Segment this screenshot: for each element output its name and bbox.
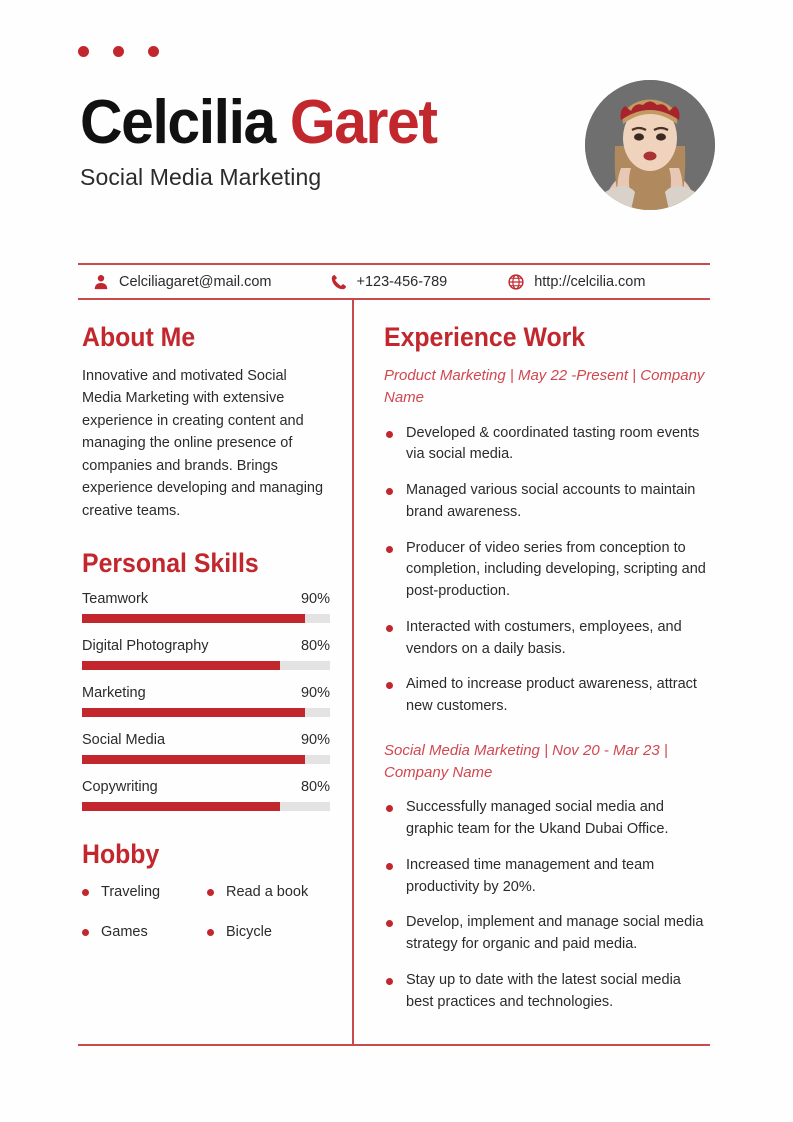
job-role: Social Media Marketing — [80, 164, 322, 190]
globe-icon — [508, 274, 524, 290]
contact-email-text: Celciliagaret@mail.com — [119, 274, 272, 290]
name-block: Celcilia Garet Social Media Marketing — [80, 92, 455, 191]
experience-job: Social Media Marketing | Nov 20 - Mar 23… — [384, 740, 712, 1014]
avatar — [585, 80, 715, 210]
skill-label: Marketing — [82, 685, 146, 702]
skill-bar-track — [82, 614, 330, 624]
job-heading: Product Marketing | May 22 -Present | Co… — [384, 367, 705, 406]
skill-bar-track — [82, 802, 330, 812]
skill-bar-fill — [82, 708, 306, 718]
job-bullet: Increased time management and team produ… — [384, 855, 712, 899]
skill-item: Social Media 90% — [82, 732, 330, 765]
experience-job: Product Marketing | May 22 -Present | Co… — [384, 365, 712, 718]
skill-percent: 90% — [300, 732, 330, 749]
bullet-dot-icon — [207, 888, 214, 896]
portrait-photo-icon — [585, 80, 715, 210]
decor-dot — [78, 46, 89, 57]
bullet-dot-icon — [207, 928, 214, 936]
skill-bar-fill — [82, 755, 306, 765]
about-text: Innovative and motivated Social Media Ma… — [82, 368, 324, 519]
job-bullet: Successfully managed social media and gr… — [384, 797, 712, 841]
about-section-title: About Me — [82, 322, 196, 352]
skill-bar-fill — [82, 802, 281, 812]
skill-percent: 90% — [300, 591, 330, 608]
decor-dot — [148, 46, 159, 57]
skill-label: Digital Photography — [82, 638, 209, 655]
job-bullet: Developed & coordinated tasting room eve… — [384, 423, 712, 467]
experience-section-title: Experience Work — [384, 322, 586, 352]
job-bullet: Develop, implement and manage social med… — [384, 912, 712, 956]
right-column: Experience Work Product Marketing | May … — [384, 322, 712, 1027]
skills-section-title: Personal Skills — [82, 548, 259, 579]
decor-dots — [78, 46, 159, 57]
contact-website[interactable]: http://celcilia.com — [507, 273, 645, 291]
divider-footer — [78, 1044, 710, 1046]
last-name: Garet — [289, 88, 438, 157]
divider-vertical — [352, 300, 354, 1045]
hobby-list: Traveling Read a book Games Bicycle — [82, 884, 330, 940]
skill-bar-fill — [82, 661, 281, 671]
skill-bar-track — [82, 755, 330, 765]
skills-section: Personal Skills Teamwork 90% Digital Pho… — [82, 548, 330, 812]
skill-bar-track — [82, 708, 330, 718]
contact-email[interactable]: Celciliagaret@mail.com — [92, 273, 272, 291]
skill-item: Digital Photography 80% — [82, 638, 330, 671]
job-bullet-list: Developed & coordinated tasting room eve… — [384, 423, 712, 718]
contact-phone[interactable]: +123-456-789 — [330, 273, 448, 291]
contact-bar: Celciliagaret@mail.com +123-456-789 http… — [78, 266, 710, 298]
hobby-section-title: Hobby — [82, 839, 160, 870]
bullet-dot-icon — [82, 928, 89, 936]
skill-label: Copywriting — [82, 779, 158, 796]
hobby-item: Read a book — [207, 884, 332, 900]
job-bullet: Managed various social accounts to maint… — [384, 480, 712, 524]
skill-item: Copywriting 80% — [82, 779, 330, 812]
job-heading: Social Media Marketing | Nov 20 - Mar 23… — [384, 741, 668, 781]
skill-percent: 90% — [300, 685, 330, 702]
hobby-section: Hobby Traveling Read a book Games Bicycl… — [82, 839, 330, 940]
decor-dot — [113, 46, 124, 57]
contact-phone-text: +123-456-789 — [356, 274, 448, 290]
left-column: About Me Innovative and motivated Social… — [82, 322, 330, 940]
hobby-label: Traveling — [101, 884, 161, 901]
hobby-item: Bicycle — [207, 924, 332, 940]
full-name: Celcilia Garet — [80, 92, 438, 154]
job-bullet-list: Successfully managed social media and gr… — [384, 797, 712, 1013]
contact-website-text: http://celcilia.com — [534, 274, 646, 290]
hobby-item: Games — [82, 924, 207, 940]
job-bullet: Producer of video series from conception… — [384, 538, 712, 603]
job-bullet: Stay up to date with the latest social m… — [384, 970, 712, 1014]
skill-percent: 80% — [300, 779, 330, 796]
skill-item: Teamwork 90% — [82, 591, 330, 624]
bullet-dot-icon — [82, 888, 89, 896]
skill-label: Teamwork — [82, 591, 149, 608]
hobby-item: Traveling — [82, 884, 207, 900]
hobby-label: Read a book — [226, 884, 309, 901]
job-bullet: Aimed to increase product awareness, att… — [384, 674, 712, 718]
hobby-label: Bicycle — [226, 924, 272, 941]
divider-top — [78, 263, 710, 265]
person-icon — [94, 275, 108, 290]
divider-bottom — [78, 298, 710, 300]
skill-bar-fill — [82, 614, 306, 624]
skill-item: Marketing 90% — [82, 685, 330, 718]
job-bullet: Interacted with costumers, employees, an… — [384, 617, 712, 661]
phone-icon — [331, 274, 346, 290]
skill-label: Social Media — [82, 732, 166, 749]
first-name: Celcilia — [80, 88, 290, 157]
skill-bar-track — [82, 661, 330, 671]
hobby-label: Games — [101, 924, 148, 941]
skill-percent: 80% — [300, 638, 330, 655]
